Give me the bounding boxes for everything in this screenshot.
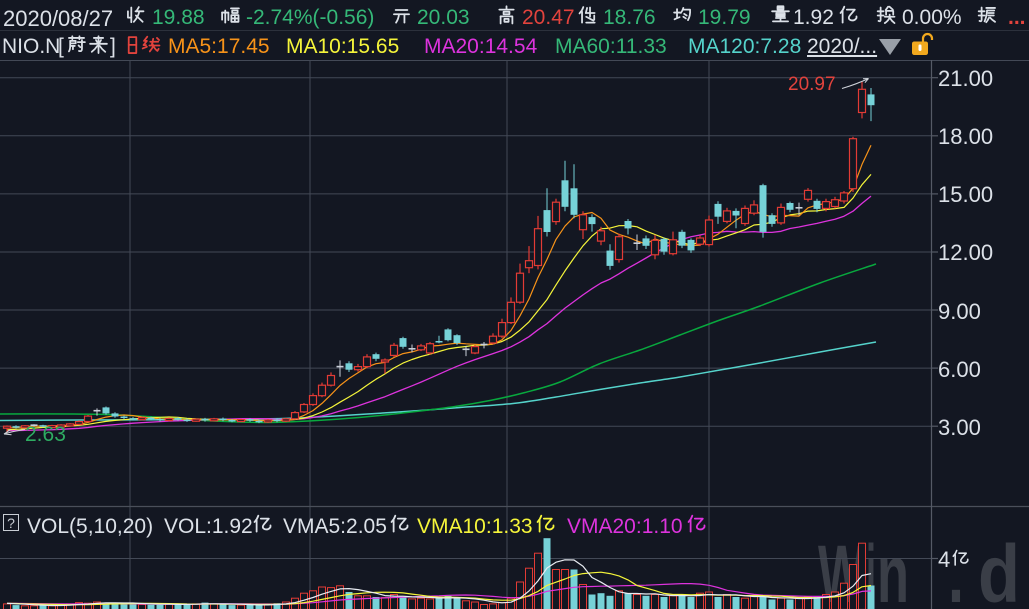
svg-text:d: d (978, 529, 1020, 609)
svg-text:.: . (948, 529, 964, 609)
svg-text:i: i (866, 529, 876, 609)
svg-text:n: n (877, 529, 909, 609)
